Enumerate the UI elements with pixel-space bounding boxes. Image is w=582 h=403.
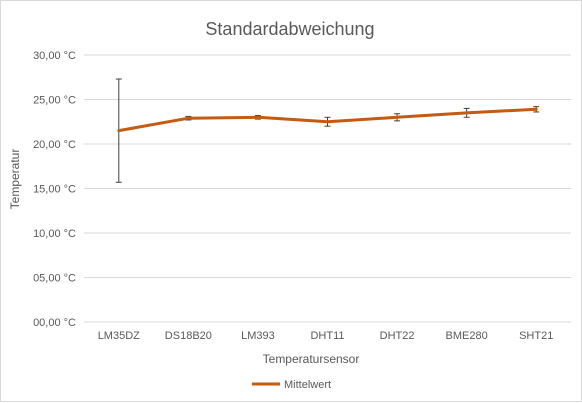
x-tick-label: DS18B20 bbox=[165, 330, 212, 342]
x-axis-label: Temperatursensor bbox=[263, 352, 360, 366]
x-axis-tick-labels: LM35DZ DS18B20 LM393 DHT11 DHT22 BME280 SHT21 bbox=[98, 330, 554, 342]
x-tick-label: SHT21 bbox=[519, 330, 553, 342]
x-tick-label: BME280 bbox=[446, 330, 488, 342]
series-lines bbox=[117, 107, 538, 133]
y-tick-label: 15,00 °C bbox=[33, 184, 76, 196]
y-tick-label: 20,00 °C bbox=[33, 139, 76, 151]
y-tick-label: 25,00 °C bbox=[33, 95, 76, 107]
y-tick-label: 30,00 °C bbox=[33, 50, 76, 62]
x-tick-label: LM393 bbox=[241, 330, 275, 342]
y-axis-tick-labels: 00,00 °C 05,00 °C 10,00 °C 15,00 °C 20,00 °C… bbox=[33, 50, 76, 329]
chart-title: Standardabweichung bbox=[205, 19, 374, 39]
y-tick-label: 00,00 °C bbox=[33, 317, 76, 329]
legend-label: Mittelwert bbox=[284, 379, 331, 391]
legend: Mittelwert bbox=[252, 379, 331, 391]
gridlines bbox=[84, 54, 571, 323]
x-tick-label: DHT22 bbox=[380, 330, 415, 342]
y-tick-label: 10,00 °C bbox=[33, 228, 76, 240]
error-bars bbox=[115, 78, 540, 183]
x-tick-label: LM35DZ bbox=[98, 330, 140, 342]
y-axis-label: Temperatur bbox=[8, 149, 22, 210]
y-tick-label: 05,00 °C bbox=[33, 273, 76, 285]
series-line-mittelwert bbox=[117, 107, 538, 133]
x-tick-label: DHT11 bbox=[310, 330, 344, 342]
